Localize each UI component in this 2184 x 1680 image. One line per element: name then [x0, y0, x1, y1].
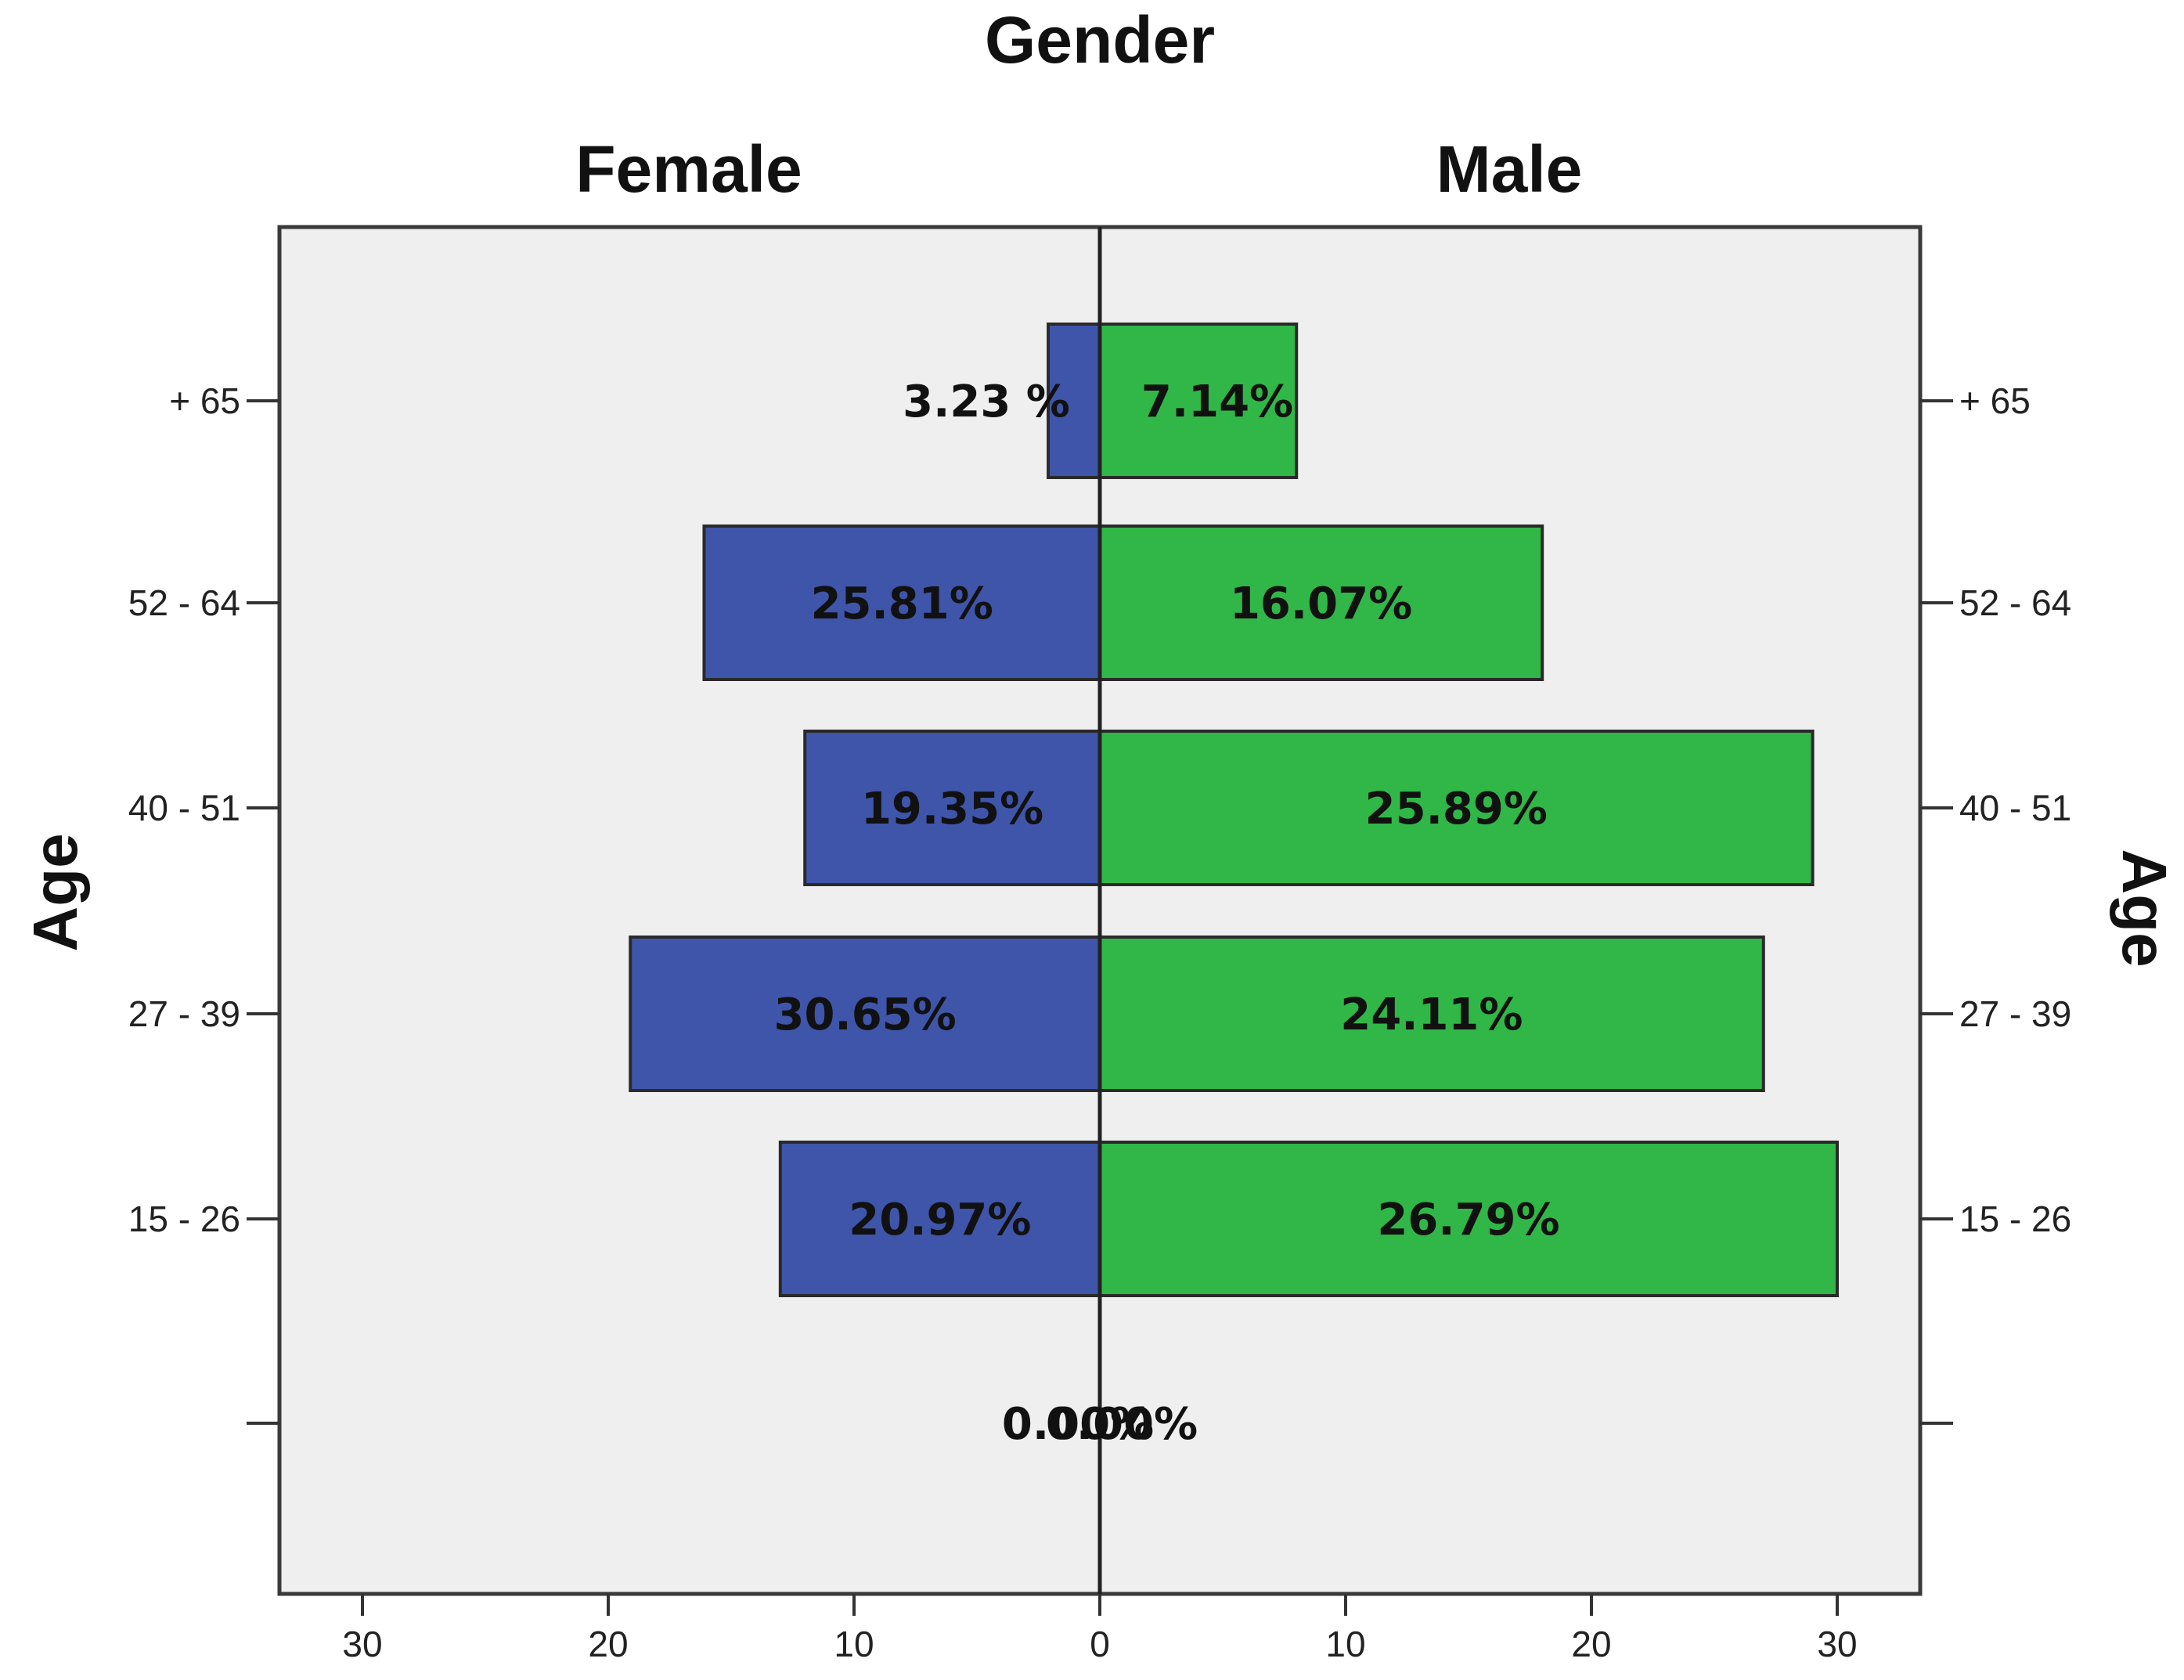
y-tick-label-right: 40 - 51 — [1959, 788, 2071, 828]
bar-label-male: 24.11% — [1340, 990, 1523, 1040]
bar-female — [702, 525, 1102, 681]
x-tick-label: 30 — [1817, 1624, 1857, 1664]
x-tick-label: 10 — [834, 1624, 874, 1664]
bar-label-female: 25.81% — [811, 579, 993, 629]
x-tick-label: 20 — [588, 1624, 628, 1664]
y-tick-label-left: + 65 — [169, 380, 240, 421]
y-tick-label-left: 52 - 64 — [128, 582, 240, 623]
x-tick-label: 10 — [1325, 1624, 1365, 1664]
bars-layer — [629, 323, 1839, 1297]
bar-label-female: 30.65% — [774, 990, 957, 1040]
bar-label-male: 26.79% — [1377, 1195, 1559, 1246]
bar-male — [1098, 1141, 1839, 1297]
y-tick-label-right: + 65 — [1959, 380, 2031, 421]
y-tick-label-right: 52 - 64 — [1959, 582, 2071, 623]
bar-label-female: 19.35% — [861, 784, 1043, 835]
bar-male — [1098, 525, 1544, 681]
bar-female — [629, 936, 1101, 1092]
y-axis-label-left: Age — [20, 833, 90, 951]
y-tick-label-left: 40 - 51 — [128, 788, 240, 828]
y-tick-label-right: 27 - 39 — [1959, 993, 2071, 1034]
y-tick-label-left: 27 - 39 — [128, 993, 240, 1034]
bar-labels-layer: 3.23 % 7.14% 25.81% 16.07% 19.35% 25.89% 30.65… — [774, 377, 1560, 1450]
bar-female — [803, 730, 1101, 886]
bar-label-female: 20.97% — [849, 1195, 1031, 1246]
chart-title: Gender — [985, 3, 1215, 77]
x-tick-label: 30 — [342, 1624, 382, 1664]
y-axis-label-right: Age — [2110, 849, 2179, 967]
axis-ticks-layer: + 65 + 65 52 - 64 52 - 64 40 - 51 40 - 51 27 -… — [128, 380, 2071, 1664]
bar-male — [1098, 323, 1299, 479]
bar-label-male: 0.00% — [1046, 1399, 1198, 1450]
bar-female — [1047, 323, 1102, 479]
y-tick-label-right: 15 - 26 — [1959, 1199, 2071, 1239]
x-tick-label: 20 — [1571, 1624, 1611, 1664]
y-tick-label-left: 15 - 26 — [128, 1199, 240, 1239]
bar-label-male: 7.14% — [1141, 377, 1293, 427]
x-tick-label: 0 — [1090, 1624, 1110, 1664]
bar-male — [1098, 730, 1815, 886]
female-panel-label: Female — [575, 132, 802, 206]
bar-label-female: 0.00% — [1002, 1399, 1154, 1450]
male-panel-label: Male — [1436, 132, 1583, 206]
bar-female — [778, 1141, 1101, 1297]
bar-label-male: 25.89% — [1365, 784, 1548, 835]
bar-label-female: 3.23 % — [903, 377, 1070, 427]
bar-label-male: 16.07% — [1230, 579, 1412, 629]
